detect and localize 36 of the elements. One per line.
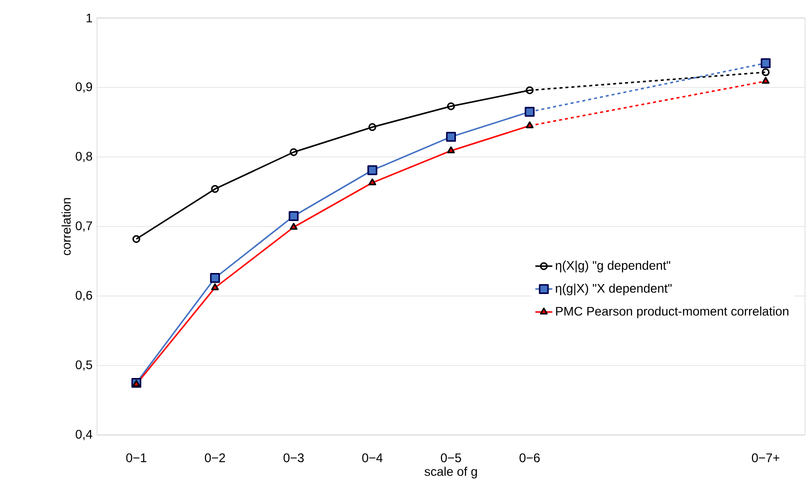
point [760, 58, 771, 68]
point [524, 106, 535, 117]
y-axis-title: correlation [62, 198, 71, 256]
point [368, 123, 376, 132]
y-tick-label: 0,8 [76, 152, 92, 162]
point [210, 272, 220, 283]
point [447, 146, 455, 154]
point [211, 283, 219, 290]
legend-label: η(g|X) "X dependent" [556, 284, 672, 296]
x-tick-label: 0−2 [204, 453, 225, 462]
point [211, 185, 219, 193]
x-tick-label: 0−7+ [752, 453, 780, 462]
y-tick-label: 0,7 [76, 221, 92, 232]
point [368, 178, 376, 186]
y-tick-label: 0,4 [76, 430, 92, 440]
y-tick-label: 0,5 [76, 360, 92, 371]
point [526, 121, 534, 128]
y-tick-label: 1 [86, 14, 92, 22]
x-tick-label: 0−5 [440, 453, 462, 462]
point [762, 76, 770, 84]
y-tick-label: 0,6 [76, 290, 92, 302]
x-tick-label: 0−6 [520, 453, 540, 462]
point [446, 132, 456, 142]
point [288, 211, 299, 222]
x-axis-title: scale of g [424, 466, 477, 478]
point [762, 68, 770, 76]
x-tick-label: 0−3 [284, 453, 304, 462]
point [290, 222, 298, 230]
point [447, 102, 455, 110]
point [290, 148, 298, 156]
y-tick-label: 0,9 [76, 82, 92, 93]
legend-label: PMC Pearson product-moment correlation [556, 306, 788, 318]
x-tick-label: 0−1 [126, 453, 146, 462]
legend-label: η(X|g) "g dependent" [556, 260, 670, 272]
point [367, 165, 378, 176]
x-tick-label: 0−4 [362, 453, 383, 462]
